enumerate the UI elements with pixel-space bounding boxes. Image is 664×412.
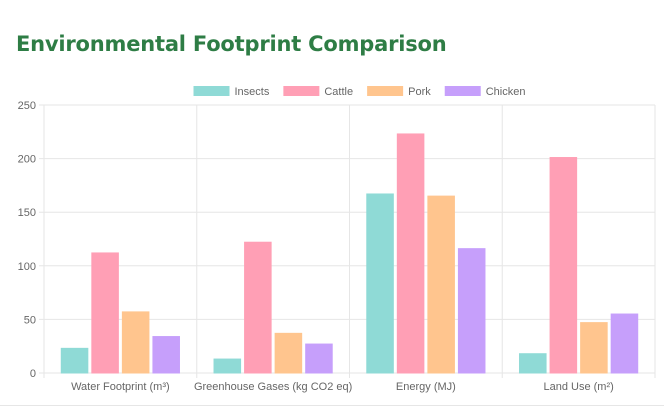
y-tick-label: 0 xyxy=(30,368,36,380)
legend-label: Cattle xyxy=(324,86,353,98)
bar-insects-2[interactable] xyxy=(366,193,394,374)
bar-cattle-2[interactable] xyxy=(396,133,425,374)
bar-cattle-0[interactable] xyxy=(91,252,119,374)
bar-insects-0[interactable] xyxy=(60,347,89,374)
legend-swatch xyxy=(283,86,320,96)
legend-label: Insects xyxy=(235,86,270,98)
bar-cattle-1[interactable] xyxy=(244,241,272,374)
y-tick-label: 250 xyxy=(18,100,36,112)
bar-chicken-2[interactable] xyxy=(457,248,486,374)
bar-insects-1[interactable] xyxy=(213,358,242,374)
bar-chicken-3[interactable] xyxy=(610,313,639,374)
footer-divider xyxy=(0,405,664,406)
page-title: Environmental Footprint Comparison xyxy=(16,32,447,56)
legend-item-pork[interactable]: Pork xyxy=(367,86,431,98)
x-tick-label: Energy (MJ) xyxy=(396,381,456,393)
bar-insects-3[interactable] xyxy=(519,353,547,374)
bar-pork-1[interactable] xyxy=(274,332,303,374)
bar-cattle-3[interactable] xyxy=(549,157,578,374)
legend-item-chicken[interactable]: Chicken xyxy=(444,86,526,98)
y-axis-ticks: 0 50 100 150 200 250 xyxy=(18,100,36,380)
bar-pork-2[interactable] xyxy=(427,195,455,374)
chart-grid xyxy=(39,104,656,378)
chart-bars xyxy=(60,133,639,374)
y-tick-label: 50 xyxy=(24,314,36,326)
bar-chicken-1[interactable] xyxy=(305,343,333,374)
x-tick-label: Land Use (m²) xyxy=(543,381,613,393)
chart-legend[interactable]: Insects Cattle Pork Chicken xyxy=(193,86,526,98)
x-tick-label: Water Footprint (m³) xyxy=(71,381,170,393)
x-tick-label: Greenhouse Gases (kg CO2 eq) xyxy=(194,381,352,393)
legend-label: Pork xyxy=(408,86,431,98)
bar-chicken-0[interactable] xyxy=(152,336,180,374)
bar-pork-3[interactable] xyxy=(580,322,608,374)
legend-item-cattle[interactable]: Cattle xyxy=(283,86,353,98)
legend-label: Chicken xyxy=(486,86,526,98)
legend-swatch xyxy=(193,86,230,96)
bar-pork-0[interactable] xyxy=(121,311,150,374)
legend-swatch xyxy=(444,86,481,96)
x-axis-ticks: Water Footprint (m³) Greenhouse Gases (kg… xyxy=(71,381,614,393)
y-tick-label: 100 xyxy=(18,261,36,273)
y-tick-label: 150 xyxy=(18,207,36,219)
legend-item-insects[interactable]: Insects xyxy=(193,86,270,98)
legend-swatch xyxy=(367,86,404,96)
y-tick-label: 200 xyxy=(18,154,36,166)
